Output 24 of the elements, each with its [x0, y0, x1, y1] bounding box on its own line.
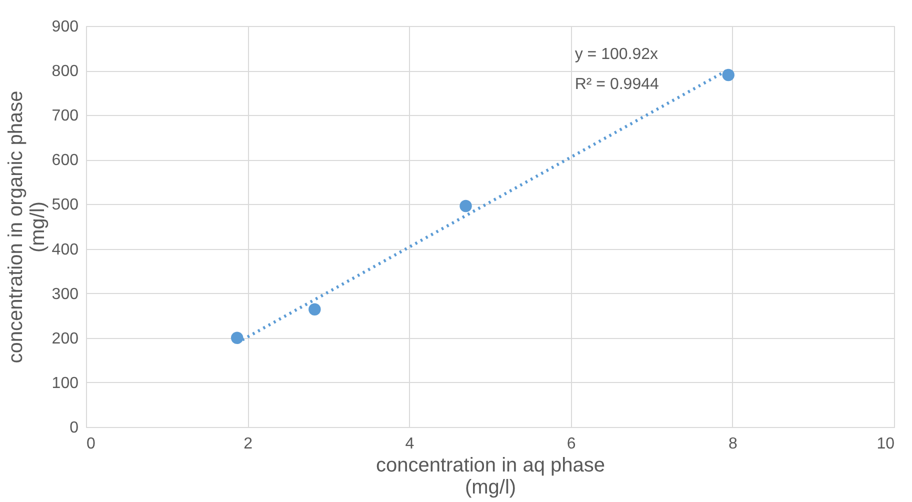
x-tick-label: 0: [86, 436, 96, 452]
y-tick-label: 700: [52, 108, 79, 125]
y-tick-label: 600: [52, 152, 79, 170]
y-tick-label: 900: [52, 18, 79, 36]
y-tick-label: 300: [52, 286, 79, 303]
x-tick-label: 6: [566, 436, 576, 452]
x-tick-label: 2: [244, 436, 253, 452]
y-tick-label: 200: [52, 330, 79, 348]
y-tick-label: 500: [52, 196, 79, 214]
y-tick-label: 0: [70, 420, 79, 436]
y-tick-label: 400: [52, 241, 79, 258]
x-tick-label: 8: [728, 436, 738, 452]
point: [230, 332, 244, 344]
x-tick-label: 4: [405, 436, 414, 452]
annotation: R² = 0.9944: [574, 76, 659, 94]
y-tick-label: 100: [52, 374, 79, 392]
point: [722, 68, 734, 82]
annotation: y = 100.92x: [574, 46, 658, 64]
x-tick-label: 10: [876, 436, 895, 452]
y-axis-title: concentration in organic phase (mg/l): [4, 90, 49, 364]
point: [460, 200, 472, 212]
y-tick-label: 800: [52, 63, 79, 80]
x-axis-title: concentration in aq phase (mg/l): [376, 454, 606, 498]
point: [308, 303, 321, 316]
